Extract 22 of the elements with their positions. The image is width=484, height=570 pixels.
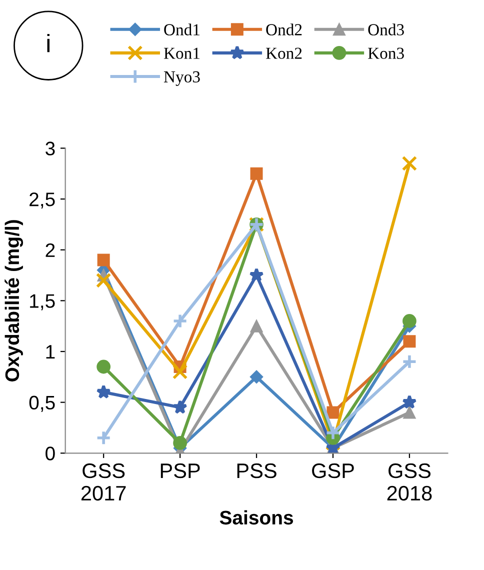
y-tick-label: 0,5 <box>29 396 55 412</box>
y-tick-label: 3 <box>46 142 55 156</box>
legend-label: Ond3 <box>368 24 404 36</box>
legend-label: Ond1 <box>164 24 200 36</box>
y-axis-title: Oxydabilité (mg/l) <box>4 220 24 382</box>
legend-label: Kon1 <box>164 48 200 59</box>
legend-label: Kon3 <box>368 48 404 59</box>
legend-label: Kon2 <box>266 48 302 59</box>
y-tick-label: 1 <box>46 345 55 359</box>
x-tick-label: GSP <box>312 463 354 478</box>
y-tick-label: 2 <box>46 243 55 257</box>
legend-label: Nyo3 <box>164 71 200 86</box>
y-tick-label: 2,5 <box>30 192 55 209</box>
y-tick-label: 0 <box>46 446 55 460</box>
x-tick-label: GSS 2017 <box>81 463 126 501</box>
x-axis-title: Saisons <box>220 510 294 525</box>
x-tick-label: GSS 2018 <box>387 463 432 501</box>
x-tick-label: PSP <box>160 463 200 478</box>
y-tick-label: 1,5 <box>30 294 55 310</box>
legend-label: Ond2 <box>266 24 302 36</box>
text: i <box>47 34 50 52</box>
x-tick-label: PSS <box>237 463 276 478</box>
